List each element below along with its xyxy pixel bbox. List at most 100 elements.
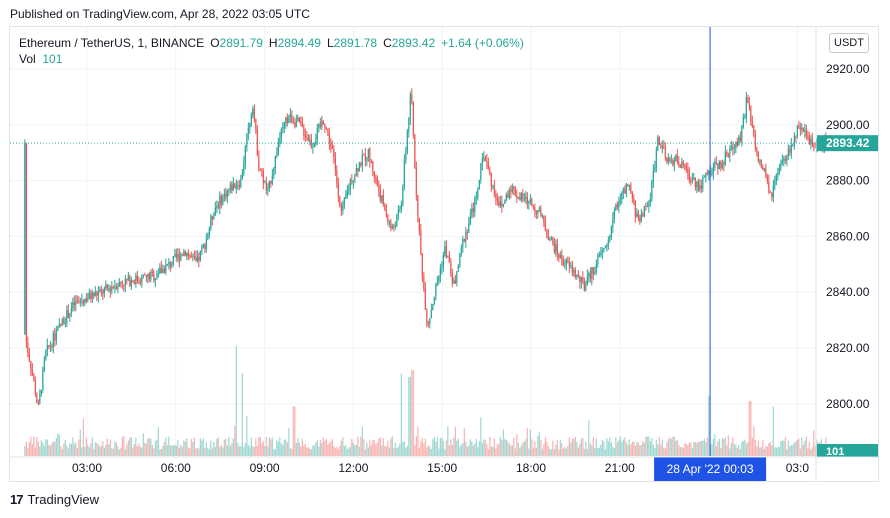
volume-bar: [487, 449, 489, 456]
tradingview-logo[interactable]: 17 TradingView: [10, 492, 99, 507]
candle-body: [790, 144, 792, 153]
volume-bar: [795, 440, 797, 456]
volume-bar: [160, 449, 162, 456]
volume-bar: [340, 440, 342, 456]
candle-body: [159, 267, 161, 275]
volume-bar: [784, 436, 786, 456]
volume-bar: [639, 445, 641, 456]
volume-bar: [28, 442, 30, 456]
volume-bar: [154, 441, 156, 456]
volume-bar: [346, 449, 348, 456]
volume-bar: [358, 446, 360, 456]
candle-body: [535, 210, 537, 214]
grid-layer: [10, 27, 815, 456]
volume-bar: [762, 440, 764, 456]
volume-bar: [268, 437, 270, 456]
candle-body: [630, 185, 632, 192]
volume-bar: [607, 441, 609, 456]
volume-bar: [580, 438, 582, 456]
volume-bar: [153, 448, 155, 456]
volume-bar: [189, 448, 191, 456]
candle-body: [316, 128, 318, 140]
candle-body: [291, 114, 293, 123]
volume-bar: [760, 447, 762, 456]
candle-body: [706, 173, 708, 175]
volume-bar: [676, 439, 678, 456]
volume-bar: [204, 447, 206, 456]
high-value: 2894.49: [277, 36, 321, 50]
candle-body: [751, 121, 753, 127]
candle-body: [97, 292, 99, 296]
volume-bar: [765, 446, 767, 456]
volume-bar: [693, 442, 695, 456]
candle-body: [622, 189, 624, 193]
volume-bar: [366, 442, 368, 456]
volume-bar: [507, 441, 509, 456]
volume-bar: [354, 445, 356, 456]
candle-body: [49, 345, 51, 347]
symbol-title[interactable]: Ethereum / TetherUS, 1, BINANCE: [19, 36, 205, 50]
volume-bar: [541, 448, 543, 456]
volume-bar: [402, 441, 404, 456]
candle-body: [490, 173, 492, 187]
volume-bar: [544, 436, 546, 456]
volume-bar: [511, 445, 513, 456]
candle-body: [793, 135, 795, 145]
volume-bar: [586, 449, 588, 456]
y-tick-label: 2800.00: [826, 397, 870, 411]
candle-body: [787, 148, 789, 157]
volume-bar: [628, 439, 630, 456]
volume-bar: [505, 440, 507, 456]
volume-bar: [376, 442, 378, 456]
volume-bar: [433, 436, 435, 456]
candle-body: [292, 122, 294, 124]
candle-body: [676, 155, 678, 162]
volume-bar: [612, 446, 614, 456]
volume-bar: [207, 447, 209, 456]
volume-bar: [568, 437, 570, 456]
volume-bar: [804, 440, 806, 456]
volume-bar: [54, 441, 56, 456]
candle-body: [561, 255, 563, 261]
candle-body: [112, 287, 114, 288]
volume-bar: [205, 442, 207, 456]
volume-bar: [412, 370, 414, 456]
candle-body: [505, 194, 507, 201]
volume-bar: [123, 436, 125, 456]
volume-bar: [588, 420, 590, 456]
volume-bar: [546, 441, 548, 456]
candle-body: [180, 254, 182, 261]
candle-body: [453, 280, 455, 284]
candle-body: [595, 264, 597, 273]
candle-body: [118, 281, 120, 287]
candle-body: [565, 260, 567, 266]
candle-body: [52, 333, 54, 348]
volume-bar: [27, 448, 29, 456]
candle-body: [648, 203, 650, 207]
volume-bar: [667, 439, 669, 456]
candle-body: [498, 200, 500, 206]
candle-body: [31, 369, 33, 375]
candle-body: [91, 293, 93, 300]
candle-body: [279, 138, 281, 144]
volume-bar: [736, 447, 738, 456]
candle-body: [210, 216, 212, 229]
volume-bar: [537, 436, 539, 456]
candle-body: [265, 182, 267, 191]
candle-body: [735, 141, 737, 148]
volume-bar: [400, 373, 402, 456]
candle-body: [714, 161, 716, 169]
volume-bar: [451, 444, 453, 456]
volume-bar: [685, 443, 687, 456]
candle-body: [303, 126, 305, 135]
candle-body: [570, 265, 572, 267]
candle-body: [639, 216, 641, 222]
candle-body: [331, 146, 333, 149]
candle-body: [81, 300, 83, 302]
volume-bar: [810, 449, 812, 456]
candle-body: [99, 289, 101, 293]
candle-body: [30, 361, 32, 370]
candle-body: [792, 144, 794, 146]
currency-button[interactable]: USDT: [829, 33, 869, 53]
